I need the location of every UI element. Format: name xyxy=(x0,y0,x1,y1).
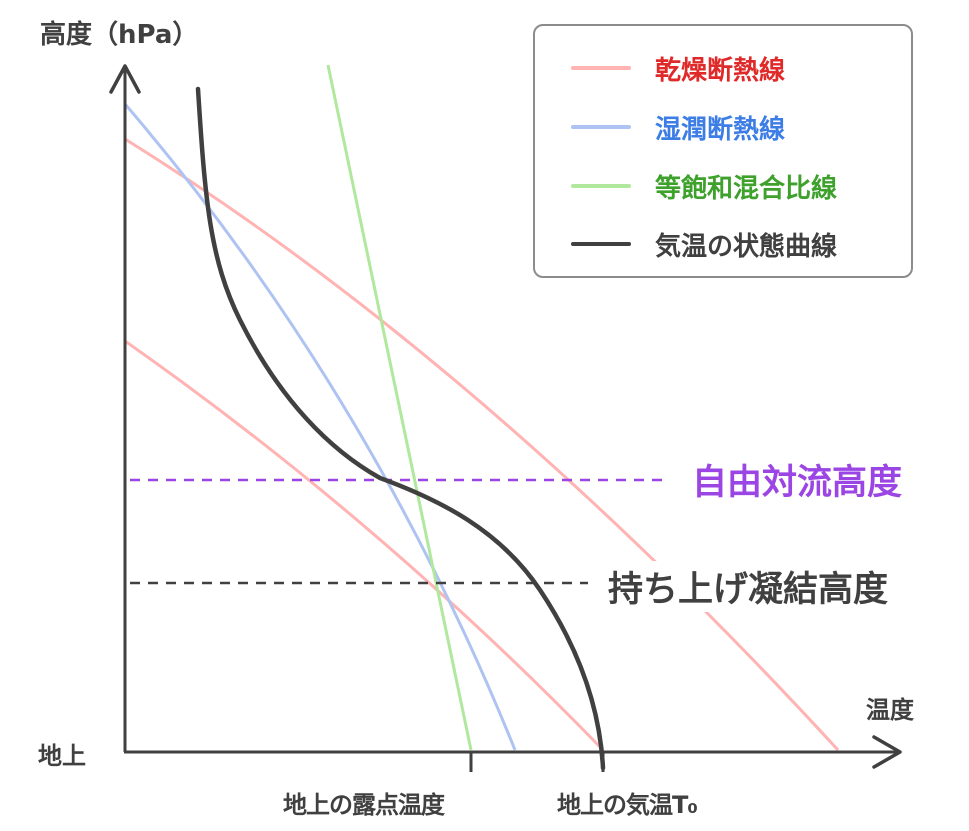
lcl-label: 持ち上げ凝結高度 xyxy=(604,561,893,612)
legend-item-moist-adiabat: 湿潤断熱線 xyxy=(571,107,785,147)
dry-adiabat-upper xyxy=(124,137,840,752)
legend-item-mixing-ratio: 等飽和混合比線 xyxy=(571,166,837,206)
legend: 乾燥断熱線 湿潤断熱線 等飽和混合比線 気温の状態曲線 xyxy=(533,24,913,278)
legend-swatch xyxy=(571,184,631,188)
legend-label: 等飽和混合比線 xyxy=(655,173,838,204)
legend-item-dry-adiabat: 乾燥断熱線 xyxy=(571,48,785,88)
y-axis-arrow-icon xyxy=(109,64,141,94)
y-axis-title: 高度（hPa） xyxy=(40,20,199,50)
legend-item-state-curve: 気温の状態曲線 xyxy=(571,224,837,264)
moist-adiabat xyxy=(123,103,517,751)
lfc-label: 自由対流高度 xyxy=(688,454,907,505)
surface-temp-label: 地上の気温T₀ xyxy=(557,791,698,819)
state-curve xyxy=(195,86,606,771)
legend-label: 気温の状態曲線 xyxy=(655,231,838,262)
legend-swatch xyxy=(571,66,631,70)
legend-label: 乾燥断熱線 xyxy=(655,55,786,86)
dew-point-label: 地上の露点温度 xyxy=(283,791,445,819)
legend-label: 湿潤断熱線 xyxy=(655,114,786,145)
dry-adiabat-lower xyxy=(124,339,605,752)
mixing-ratio-line xyxy=(326,64,473,751)
x-axis-arrow-icon xyxy=(872,735,902,769)
legend-swatch xyxy=(571,242,631,246)
ground-label: 地上 xyxy=(38,742,86,770)
x-axis-title: 温度 xyxy=(866,696,914,724)
legend-swatch xyxy=(571,125,631,129)
